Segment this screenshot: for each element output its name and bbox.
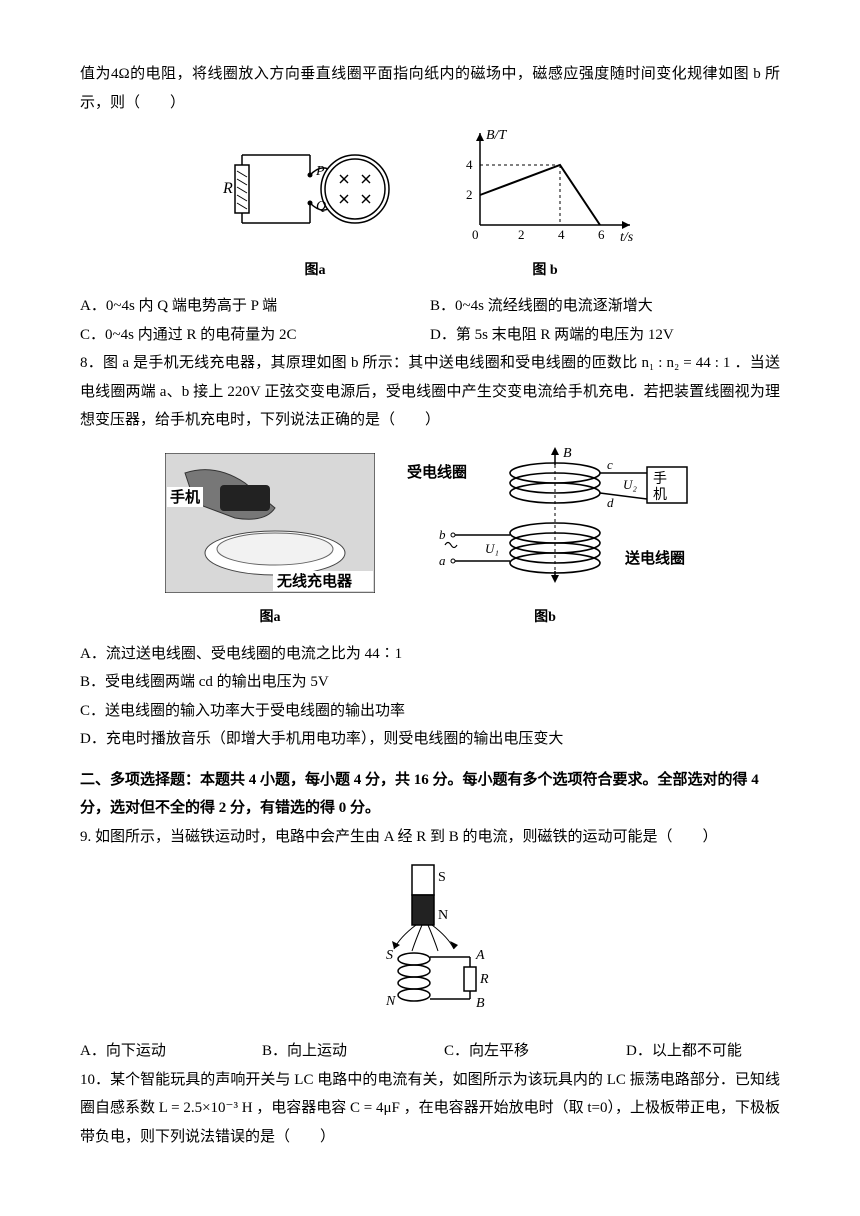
- svg-text:2: 2: [466, 187, 473, 202]
- q8-figure-b: 受电线圈 送电线圈 手 机 B c d U₂: [395, 443, 695, 632]
- svg-text:0: 0: [472, 227, 479, 242]
- q9-fig-R: R: [479, 972, 489, 987]
- q9-fig-N2: N: [385, 994, 396, 1009]
- q9-figure: S N S N R A B: [80, 859, 780, 1029]
- q8-fig-b-b-label: b: [439, 527, 446, 542]
- q8-fig-b-caption: 图b: [395, 605, 695, 632]
- q9-fig-N-top: N: [438, 908, 448, 923]
- q8-option-b: B．受电线圈两端 cd 的输出电压为 5V: [80, 668, 780, 697]
- q8-fig-b-B-label: B: [563, 446, 572, 461]
- svg-text:机: 机: [653, 487, 667, 503]
- svg-text:4: 4: [558, 227, 565, 242]
- q7-graph-ylabel: B/T: [486, 128, 507, 143]
- q10-stem: 10．某个智能玩具的声响开关与 LC 电路中的电流有关，如图所示为该玩具内的 L…: [80, 1066, 780, 1152]
- q9-fig-A: A: [475, 948, 485, 963]
- q7-option-c: C．0~4s 内通过 R 的电荷量为 2C: [80, 321, 430, 350]
- q8-figures: 手机 无线充电器 图a 受电线圈 送电线圈 手 机 B: [80, 443, 780, 632]
- section-2-title: 二、多项选择题：本题共 4 小题，每小题 4 分，共 16 分。每小题有多个选项…: [80, 766, 780, 823]
- svg-text:4: 4: [466, 157, 473, 172]
- q8-fig-b-u2-label: U₂: [623, 477, 637, 492]
- q9-option-c: C．向左平移: [444, 1037, 626, 1066]
- q9-fig-S2: S: [386, 948, 393, 963]
- q7-options-row2: C．0~4s 内通过 R 的电荷量为 2C D．第 5s 末电阻 R 两端的电压…: [80, 321, 780, 350]
- q7-option-b: B．0~4s 流经线圈的电流逐渐增大: [430, 292, 780, 321]
- q8-option-a: A．流过送电线圈、受电线圈的电流之比为 44∶1: [80, 640, 780, 669]
- q8-fig-b-u1-label: U₁: [485, 541, 499, 556]
- q9-option-b: B．向上运动: [262, 1037, 444, 1066]
- q8-fig-a-phone-label: 手机: [170, 488, 200, 506]
- q9-fig-B: B: [476, 996, 485, 1011]
- q7-fig-a-q-label: Q: [316, 199, 326, 214]
- q7-option-a: A．0~4s 内 Q 端电势高于 P 端: [80, 292, 430, 321]
- q9-option-d: D．以上都不可能: [626, 1037, 780, 1066]
- q8-fig-b-c-label: c: [607, 457, 613, 472]
- q9-fig-S-top: S: [438, 870, 446, 885]
- q7-stem-continuation: 值为4Ω的电阻，将线圈放入方向垂直线圈平面指向纸内的磁场中，磁感应强度随时间变化…: [80, 60, 780, 117]
- q7-fig-a-r-label: R: [222, 180, 233, 197]
- q8-fig-b-phone-label: 手: [653, 471, 667, 487]
- q8-stem: 8．图 a 是手机无线充电器，其原理如图 b 所示：其中送电线圈和受电线圈的匝数…: [80, 349, 780, 435]
- q7-options-row1: A．0~4s 内 Q 端电势高于 P 端 B．0~4s 流经线圈的电流逐渐增大: [80, 292, 780, 321]
- q8-figure-a: 手机 无线充电器 图a: [165, 453, 375, 632]
- q9-stem: 9. 如图所示，当磁铁运动时，电路中会产生由 A 经 R 到 B 的电流，则磁铁…: [80, 823, 780, 852]
- q8-fig-b-a-label: a: [439, 553, 446, 568]
- q7-option-d: D．第 5s 末电阻 R 两端的电压为 12V: [430, 321, 780, 350]
- q8-fig-b-send-label: 送电线圈: [624, 549, 685, 567]
- q8-option-c: C．送电线圈的输入功率大于受电线圈的输出功率: [80, 697, 780, 726]
- q8-fig-a-caption: 图a: [165, 605, 375, 632]
- q7-fig-a-caption: 图a: [220, 258, 410, 285]
- q9-options: A．向下运动 B．向上运动 C．向左平移 D．以上都不可能: [80, 1037, 780, 1066]
- q8-fig-b-d-label: d: [607, 495, 614, 510]
- svg-text:2: 2: [518, 227, 525, 242]
- q7-graph-xlabel: t/s: [620, 230, 634, 245]
- q7-fig-b-caption: 图 b: [450, 258, 640, 285]
- q7-figure-b: B/T t/s 0 2 4 2 4 6 图 b: [450, 125, 640, 284]
- q9-option-a: A．向下运动: [80, 1037, 262, 1066]
- q8-fig-b-recv-label: 受电线圈: [407, 463, 467, 481]
- q8-option-d: D．充电时播放音乐（即增大手机用电功率），则受电线圈的输出电压变大: [80, 725, 780, 754]
- svg-text:6: 6: [598, 227, 605, 242]
- q7-figures: R P Q 图a: [80, 125, 780, 284]
- q7-figure-a: R P Q 图a: [220, 135, 410, 284]
- q8-fig-a-charger-label: 无线充电器: [276, 572, 353, 590]
